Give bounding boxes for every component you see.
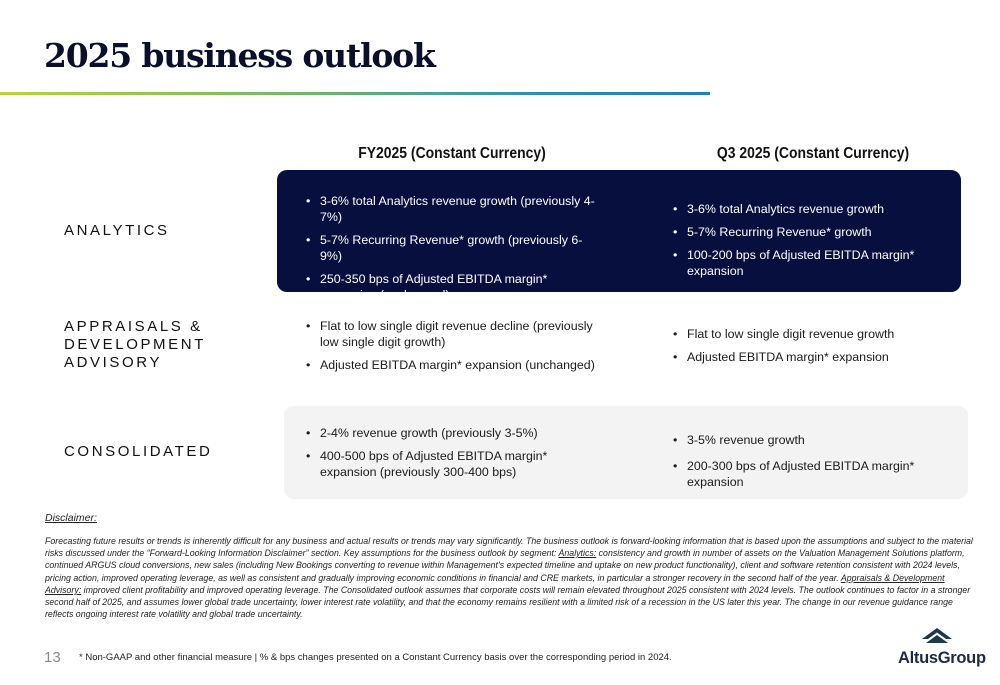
segment-label-line: APPRAISALS &	[64, 318, 203, 335]
column-header-fy2025: FY2025 (Constant Currency)	[358, 145, 546, 162]
list-item: 400-500 bps of Adjusted EBITDA margin* e…	[305, 448, 580, 480]
disclaimer-analytics-label: Analytics:	[558, 548, 597, 559]
disclaimer-part: Forecasting future results or trends is …	[45, 536, 973, 559]
list-item: 100-200 bps of Adjusted EBITDA margin* e…	[672, 247, 957, 279]
segment-label-appraisals: APPRAISALS & DEVELOPMENT ADVISORY	[64, 318, 206, 372]
list-item: 3-6% total Analytics revenue growth	[672, 201, 957, 217]
analytics-fy-list: 3-6% total Analytics revenue growth (pre…	[305, 193, 595, 310]
list-item: Adjusted EBITDA margin* expansion (uncha…	[305, 357, 605, 373]
list-item: 200-300 bps of Adjusted EBITDA margin* e…	[672, 458, 957, 490]
altus-group-logo: AltusGroup	[898, 628, 986, 670]
segment-label-consolidated: CONSOLIDATED	[64, 443, 213, 460]
list-item: 3-6% total Analytics revenue growth (pre…	[305, 193, 595, 225]
list-item: Adjusted EBITDA margin* expansion	[672, 349, 957, 365]
analytics-q3-list: 3-6% total Analytics revenue growth 5-7%…	[672, 201, 957, 286]
page-title: 2025 business outlook	[44, 36, 436, 75]
segment-label-line: DEVELOPMENT	[64, 336, 206, 353]
consolidated-fy-list: 2-4% revenue growth (previously 3-5%) 40…	[305, 425, 580, 487]
list-item: 2-4% revenue growth (previously 3-5%)	[305, 425, 580, 441]
footer-note: * Non-GAAP and other financial measure |…	[79, 652, 672, 663]
appraisals-fy-list: Flat to low single digit revenue decline…	[305, 318, 605, 380]
segment-label-line: ADVISORY	[64, 354, 163, 371]
segment-label-analytics: ANALYTICS	[64, 222, 170, 239]
appraisals-q3-list: Flat to low single digit revenue growth …	[672, 326, 957, 372]
consolidated-q3-list: 3-5% revenue growth 200-300 bps of Adjus…	[672, 432, 957, 497]
logo-text: AltusGroup	[898, 649, 986, 667]
page-number: 13	[44, 649, 61, 666]
list-item: 5-7% Recurring Revenue* growth (previous…	[305, 232, 595, 264]
list-item: 5-7% Recurring Revenue* growth	[672, 224, 957, 240]
title-gradient-rule	[0, 92, 710, 95]
disclaimer-part: consistency and growth in number of asse…	[45, 548, 965, 583]
disclaimer-text: Forecasting future results or trends is …	[45, 535, 979, 620]
disclaimer-heading: Disclaimer:	[45, 512, 97, 524]
list-item: Flat to low single digit revenue growth	[672, 326, 957, 342]
list-item: 3-5% revenue growth	[672, 432, 957, 448]
column-header-q3-2025: Q3 2025 (Constant Currency)	[716, 145, 910, 162]
disclaimer-appraisals-label: Appraisals & Development Advisory:	[45, 572, 945, 595]
altus-chevron-icon	[922, 628, 952, 643]
disclaimer-part: improved client profitability and improv…	[45, 584, 971, 620]
list-item: 250-350 bps of Adjusted EBITDA margin* e…	[305, 271, 595, 303]
list-item: Flat to low single digit revenue decline…	[305, 318, 605, 350]
